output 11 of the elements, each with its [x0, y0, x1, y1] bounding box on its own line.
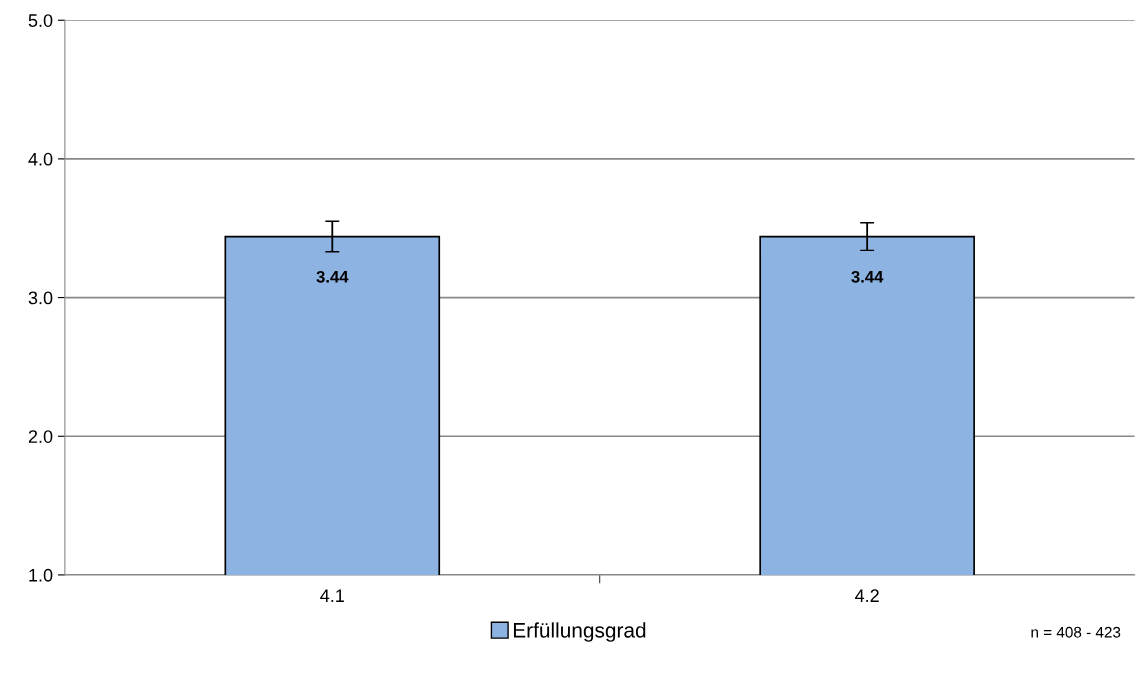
y-tick-label: 1.0 — [29, 568, 53, 582]
y-tick-label: 2.0 — [28, 430, 53, 443]
x-tick-label: 4.2 — [855, 589, 879, 602]
y-tick-label: 4.0 — [28, 152, 53, 166]
x-tick-label: 4.1 — [320, 589, 344, 602]
y-tick-label: 5.0 — [28, 14, 53, 27]
y-tick-label: 3.0 — [28, 291, 53, 305]
text: n = 408 - 423 — [1031, 626, 1121, 638]
data-label: 3.44 — [316, 270, 349, 283]
legend-label: Erfüllungsgrad — [513, 622, 646, 642]
data-label: 3.44 — [851, 270, 884, 283]
